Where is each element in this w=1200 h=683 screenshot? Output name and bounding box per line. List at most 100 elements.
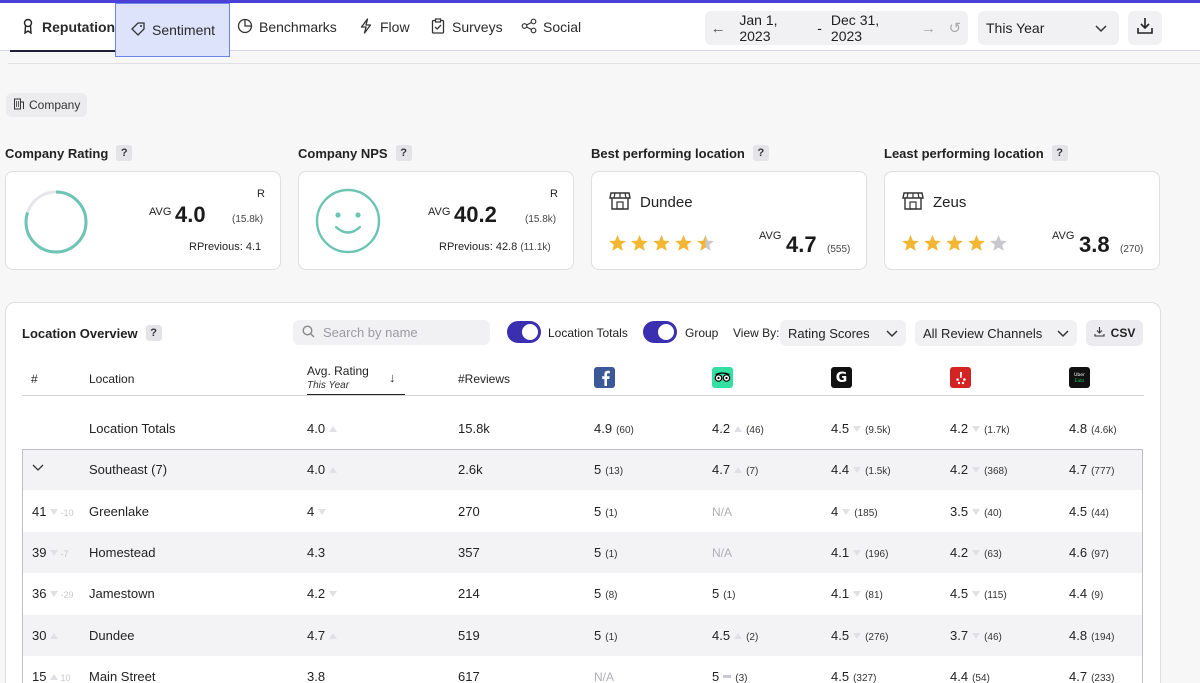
svg-text:Eats: Eats	[1075, 378, 1086, 384]
ubereats-icon[interactable]: Uber Eats	[1069, 367, 1090, 388]
store-icon	[902, 191, 924, 216]
svg-text:Uber: Uber	[1074, 372, 1085, 378]
tab-label: Sentiment	[152, 22, 216, 38]
tripadvisor-icon[interactable]	[712, 367, 733, 388]
download-icon	[1094, 326, 1105, 340]
channel-cell: 4.7 (7)	[712, 462, 759, 478]
table-row[interactable]: 30 Dundee 4.7 519 5 (1) 4.5 (2) 4.5 (276) 3.7 (46) 4…	[22, 614, 1143, 656]
tab-reputation[interactable]: Reputation	[9, 3, 126, 52]
channel-cell: 5 (8)	[594, 586, 618, 602]
date-preset-value: This Year	[986, 20, 1045, 36]
channel-cell: 4.8 (194)	[1069, 627, 1115, 643]
avg-rating-cell: 4.3	[307, 544, 326, 560]
help-icon[interactable]: ?	[395, 145, 412, 161]
building-icon	[13, 98, 25, 113]
least-location-card: Zeus AVG 3.8 (270)	[884, 171, 1160, 270]
facebook-icon[interactable]	[594, 367, 615, 388]
company-filter-chip[interactable]: Company	[6, 93, 88, 117]
group-row[interactable]: Southeast (7) 4.0 2.6k 5 (13) 4.7 (7) 4.4 (1.5k)…	[22, 449, 1143, 491]
rank-cell: 36 -29	[32, 586, 74, 602]
channel-cell: 4.2 (63)	[950, 544, 1002, 560]
channels-select[interactable]: All Review Channels	[915, 320, 1077, 346]
table-row[interactable]: 39 -7 Homestead 4.3 357 5 (1) N/A 4.1 (196) 4.2 (63…	[22, 531, 1143, 573]
best-location-count: (555)	[827, 244, 851, 255]
rank-cell: 15 10	[32, 668, 71, 683]
location-cell[interactable]: Main Street	[89, 668, 156, 683]
table-row[interactable]: 41 -10 Greenlake 4 270 5 (1) N/A 4 (185) 3.5 (40) 4.…	[22, 491, 1143, 532]
company-nps-title: Company NPS ?	[298, 145, 412, 161]
least-location-value: 3.8	[1079, 232, 1110, 257]
help-icon[interactable]: ?	[116, 145, 133, 161]
rank-cell: 39 -7	[32, 544, 69, 560]
clipboard-check-icon	[430, 17, 446, 37]
date-separator: -	[817, 20, 822, 36]
avg-label: AVG	[428, 206, 451, 218]
channel-cell: 5 (1)	[712, 586, 736, 602]
reviews-cell: 15.8k	[458, 421, 490, 436]
chevron-down-icon[interactable]	[32, 460, 44, 475]
tab-label: Flow	[380, 19, 410, 35]
smiley-icon	[315, 188, 381, 254]
col-header-location[interactable]: Location	[89, 372, 135, 386]
location-cell[interactable]: Dundee	[89, 627, 135, 643]
channel-cell: 5 (1)	[594, 503, 618, 519]
csv-label: CSV	[1110, 326, 1136, 340]
help-icon[interactable]: ?	[752, 145, 769, 161]
star-icon	[989, 234, 1008, 258]
search-input[interactable]: Search by name	[293, 320, 490, 345]
rating-r-label: R	[257, 188, 265, 200]
help-icon[interactable]: ?	[145, 325, 162, 341]
table-row[interactable]: 15 10 Main Street 3.8 617 N/A 5 (3) 4.5 (327) 4.4(…	[22, 656, 1143, 683]
tab-social[interactable]: Social	[521, 3, 581, 51]
avg-rating-header-sub: This Year	[307, 380, 350, 391]
tab-label: Benchmarks	[259, 19, 337, 35]
reviews-cell: 270	[458, 503, 480, 519]
tab-flow[interactable]: Flow	[358, 3, 410, 51]
chevron-down-icon	[1057, 326, 1069, 341]
date-range-picker[interactable]: ← Jan 1, 2023 - Dec 31, 2023 → ↺	[705, 11, 968, 45]
location-totals-label: Location Totals	[548, 326, 628, 340]
channel-cell: 4.6 (97)	[1069, 544, 1109, 560]
view-by-select[interactable]: Rating Scores	[780, 320, 906, 346]
location-cell[interactable]: Jamestown	[89, 586, 155, 602]
arrow-left-icon[interactable]: ←	[710, 19, 726, 37]
least-location-title: Least performing location ?	[884, 145, 1068, 161]
channel-cell: N/A	[594, 669, 615, 683]
date-end: Dec 31, 2023	[830, 12, 880, 44]
location-cell[interactable]: Homestead	[89, 544, 156, 560]
csv-export-button[interactable]: CSV	[1086, 320, 1143, 346]
location-cell[interactable]: Location Totals	[89, 421, 176, 436]
date-preset-select[interactable]: This Year	[978, 11, 1119, 45]
avg-rating-cell: 4.0	[307, 462, 338, 477]
sort-desc-icon[interactable]: ↓	[389, 370, 396, 385]
star-icon	[630, 234, 649, 258]
view-by-value: Rating Scores	[788, 325, 870, 341]
table-row[interactable]: 36 -29 Jamestown 4.2 214 5 (8) 5 (1) 4.1 (81) 4.5 (1…	[22, 573, 1143, 614]
location-cell[interactable]: Greenlake	[89, 503, 149, 519]
channel-cell: 5 (1)	[594, 627, 618, 643]
channel-cell: 4.5 (44)	[1069, 503, 1109, 519]
download-button[interactable]	[1128, 11, 1162, 45]
reviews-cell: 2.6k	[458, 462, 483, 478]
tab-sentiment[interactable]: Sentiment	[115, 3, 231, 57]
arrow-right-icon[interactable]: →	[920, 19, 936, 37]
star-icon	[945, 234, 964, 258]
header-divider	[22, 395, 1144, 396]
google-icon[interactable]: G	[831, 367, 852, 388]
reviews-cell: 357	[458, 544, 480, 560]
reset-icon[interactable]: ↺	[948, 20, 962, 37]
star-icon	[674, 234, 693, 258]
rating-value: 4.0	[175, 202, 206, 227]
channel-cell: 5 (1)	[594, 544, 618, 560]
yelp-icon[interactable]	[950, 367, 971, 388]
tab-benchmarks[interactable]: Benchmarks	[237, 3, 337, 51]
location-totals-toggle[interactable]	[507, 321, 541, 343]
rating-ring	[24, 190, 88, 254]
tab-surveys[interactable]: Surveys	[430, 3, 503, 51]
share-icon	[521, 18, 537, 37]
table-row[interactable]: Location Totals 4.0 15.8k 4.9 (60) 4.2 (46) 4.5…	[22, 408, 1143, 449]
group-toggle[interactable]	[643, 321, 677, 343]
help-icon[interactable]: ?	[1051, 145, 1068, 161]
col-header-reviews[interactable]: #Reviews	[458, 372, 511, 386]
location-cell[interactable]: Southeast (7)	[89, 462, 168, 478]
